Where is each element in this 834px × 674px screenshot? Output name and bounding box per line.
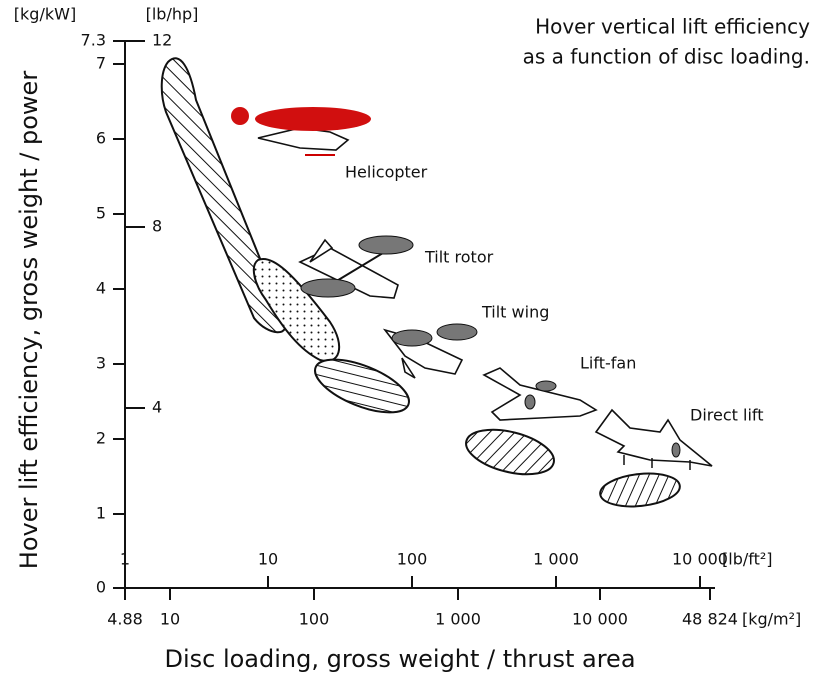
y-tick-label: 0 [96, 578, 106, 597]
tilt-wing-region [314, 358, 410, 414]
y-tick-label: 1 [96, 504, 106, 523]
x-tick-label: 100 [397, 550, 428, 569]
y-tick-label: 4 [152, 398, 162, 417]
y-unit: [lb/hp] [146, 5, 199, 24]
direct-lift-region [599, 472, 681, 508]
x-tick-label: 10 000 [672, 550, 728, 569]
title-line: Hover vertical lift efficiency [535, 15, 810, 39]
aircraft-label: Tilt wing [481, 303, 549, 322]
x-tick-label: 1 000 [533, 550, 579, 569]
y-tick-label: 8 [152, 217, 162, 236]
aircraft-label: Helicopter [345, 163, 428, 182]
lift-fan-icon [482, 367, 598, 421]
x-axis-title: Disc loading, gross weight / thrust area [164, 645, 635, 673]
aircraft-label: Lift-fan [580, 354, 636, 373]
x-tick-label: 10 000 [572, 610, 628, 629]
tilt-rotor-region [252, 257, 340, 363]
direct-lift-icon [594, 408, 713, 470]
x-unit: [lb/ft²] [722, 550, 773, 569]
x-tick-label: 1 000 [435, 610, 481, 629]
lift-fan-region [465, 428, 555, 476]
title-line: as a function of disc loading. [523, 45, 810, 69]
y-tick-label: 2 [96, 429, 106, 448]
x-tick-label: 48 824 [682, 610, 738, 629]
y-unit: [kg/kW] [14, 5, 76, 24]
y-tick-label: 12 [152, 31, 172, 50]
y-axis-title: Hover lift efficiency, gross weight / po… [15, 71, 43, 570]
x-tick-label: 1 [120, 550, 130, 569]
tilt-wing-icon [382, 323, 478, 379]
y-tick-label: 3 [96, 354, 106, 373]
aircraft-label: Direct lift [690, 406, 764, 425]
aircraft-label: Tilt rotor [424, 248, 494, 267]
x-unit: [kg/m²] [742, 610, 801, 629]
tilt-rotor-icon [298, 235, 414, 299]
x-tick-label: 10 [258, 550, 278, 569]
x-tick-label: 4.88 [107, 610, 143, 629]
x-tick-label: 10 [160, 610, 180, 629]
y-tick-label: 4 [96, 279, 106, 298]
y-tick-label: 6 [96, 129, 106, 148]
x-tick-label: 100 [299, 610, 330, 629]
helicopter-icon [231, 107, 371, 156]
y-tick-label: 5 [96, 204, 106, 223]
y-tick-label: 7 [96, 54, 106, 73]
y-tick-label: 7.3 [81, 31, 106, 50]
